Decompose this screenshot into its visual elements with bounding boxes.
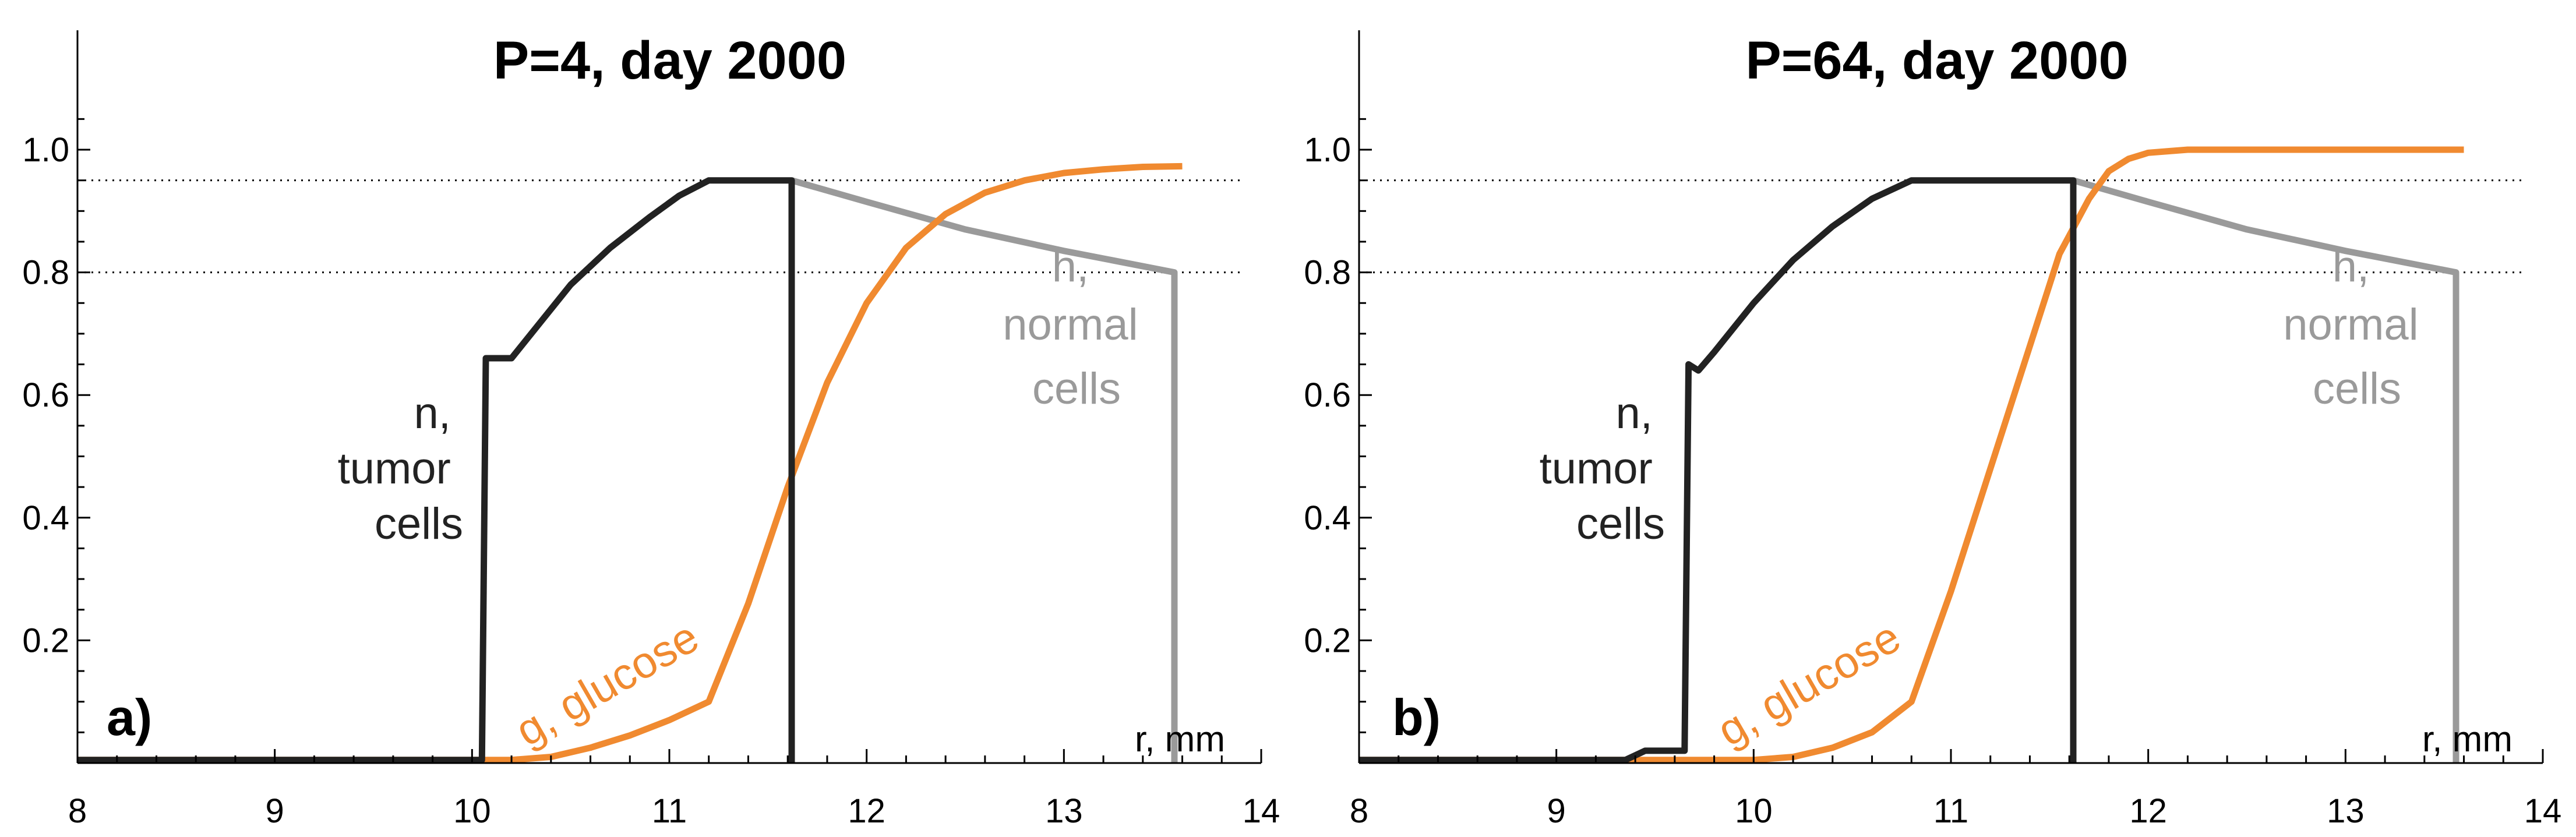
normal-annotation: h, normal cells bbox=[1003, 242, 1150, 414]
tumor-annotation-line: tumor bbox=[338, 444, 451, 493]
normal-series-line bbox=[2072, 177, 2459, 763]
x-tick-label: 11 bbox=[652, 792, 687, 830]
tumor-series-line bbox=[77, 177, 795, 764]
y-tick-label: 0.2 bbox=[22, 621, 69, 659]
x-axis-label: r, mm bbox=[1135, 719, 1225, 760]
tumor-annotation: n, tumor cells bbox=[338, 389, 463, 549]
panel-label: a) bbox=[107, 688, 152, 746]
x-tick-label: 8 bbox=[68, 792, 87, 830]
x-tick-label: 8 bbox=[1350, 792, 1368, 830]
x-tick-label: 14 bbox=[1243, 792, 1280, 830]
x-tick-label: 12 bbox=[2129, 792, 2167, 830]
normal-annotation: h, normal cells bbox=[2283, 242, 2430, 414]
x-tick-label: 14 bbox=[2524, 792, 2562, 830]
glucose-series-line bbox=[1359, 146, 2464, 764]
y-tick-label: 0.6 bbox=[22, 376, 69, 414]
normal-annotation-line: normal bbox=[2283, 300, 2418, 349]
x-tick-label: 10 bbox=[453, 792, 491, 830]
tumor-annotation-line: tumor bbox=[1540, 444, 1653, 493]
x-tick-label: 10 bbox=[1735, 792, 1773, 830]
tumor-annotation-line: n, bbox=[1615, 389, 1652, 438]
normal-annotation-line: h, bbox=[1052, 242, 1089, 291]
normal-annotation-line: normal bbox=[1003, 300, 1138, 349]
axis-layer: 0.2 0.4 0.6 0.8 1.0 8 9 10 11 12 13 14 bbox=[22, 30, 1280, 830]
y-tick-label: 0.4 bbox=[22, 499, 69, 537]
normal-annotation-line: h, bbox=[2332, 242, 2369, 291]
y-tick-label: 0.8 bbox=[1304, 254, 1351, 292]
chart-title: P=4, day 2000 bbox=[493, 31, 846, 90]
x-axis-label: r, mm bbox=[2422, 719, 2513, 760]
x-tick-label: 13 bbox=[1045, 792, 1083, 830]
tumor-annotation-line: cells bbox=[375, 499, 463, 549]
x-tick-label: 11 bbox=[1933, 792, 1968, 830]
x-tick-label: 12 bbox=[848, 792, 885, 830]
series-layer bbox=[77, 163, 1244, 764]
axis-layer: 0.2 0.4 0.6 0.8 1.0 8 9 10 11 12 13 14 bbox=[1304, 30, 2561, 830]
tumor-series-line bbox=[1359, 177, 2077, 764]
normal-series-line bbox=[791, 177, 1178, 763]
x-tick-label: 13 bbox=[2327, 792, 2365, 830]
x-tick-label: 9 bbox=[266, 792, 284, 830]
tumor-annotation-line: n, bbox=[414, 389, 450, 438]
normal-annotation-line: cells bbox=[1032, 364, 1121, 414]
glucose-series-line bbox=[77, 163, 1183, 764]
y-tick-label: 1.0 bbox=[22, 131, 69, 169]
tumor-annotation: n, tumor cells bbox=[1540, 389, 1665, 549]
panel-label: b) bbox=[1392, 688, 1441, 746]
y-tick-label: 0.4 bbox=[1304, 499, 1351, 537]
chart-title: P=64, day 2000 bbox=[1745, 31, 2128, 90]
x-tick-label: 9 bbox=[1547, 792, 1566, 830]
y-tick-label: 1.0 bbox=[1304, 131, 1351, 169]
y-tick-label: 0.8 bbox=[22, 254, 69, 292]
normal-annotation-line: cells bbox=[2313, 364, 2401, 414]
series-layer bbox=[1359, 146, 2525, 764]
y-tick-label: 0.6 bbox=[1304, 376, 1351, 414]
y-tick-label: 0.2 bbox=[1304, 621, 1351, 659]
tumor-annotation-line: cells bbox=[1576, 499, 1665, 549]
